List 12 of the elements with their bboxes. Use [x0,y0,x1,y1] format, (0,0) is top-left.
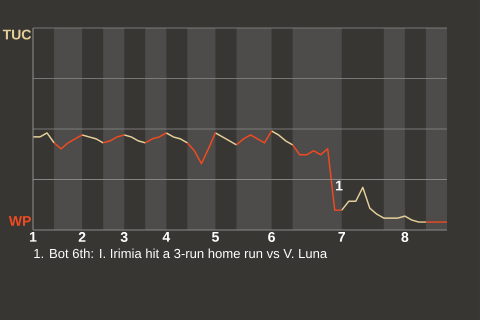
text: 1. Bot 6th: I. Irimia hit a 3-run home run vs V. Luna [34,248,328,258]
text: TUC [2,30,32,40]
annotation: 1 [336,180,343,190]
text: WP [8,216,31,226]
x-tick-label: 6 [268,232,275,242]
x-tick-label: 7 [338,232,346,242]
x-tick-label: 1 [30,232,36,242]
x-tick-label: 5 [212,232,219,242]
x-tick-label: 8 [401,232,408,242]
x-tick-label: 3 [120,232,128,242]
x-tick-label: 2 [78,232,86,242]
x-tick-label: 4 [162,232,170,242]
